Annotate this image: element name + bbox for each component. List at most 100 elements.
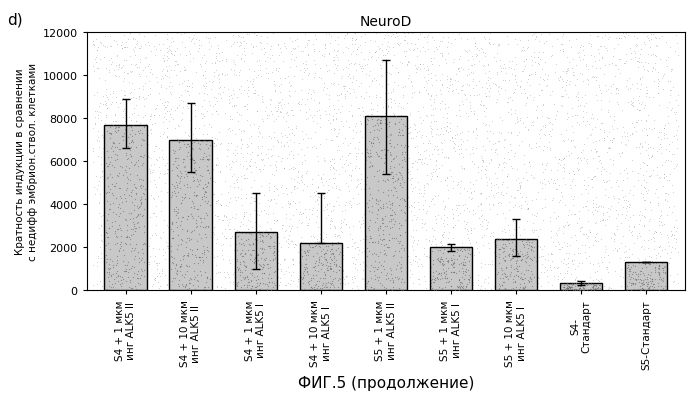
Point xyxy=(293,276,304,282)
Point xyxy=(137,241,148,248)
Point xyxy=(102,45,113,52)
Point xyxy=(587,64,598,70)
Point xyxy=(174,282,185,289)
Point xyxy=(547,259,558,265)
Point xyxy=(558,287,569,293)
Point xyxy=(178,183,190,189)
Point xyxy=(396,175,407,181)
Point xyxy=(424,254,435,261)
Point xyxy=(396,195,407,202)
Point xyxy=(506,259,517,266)
Point xyxy=(643,51,654,58)
Point xyxy=(530,107,541,114)
Point xyxy=(238,282,249,288)
Point xyxy=(166,51,177,57)
Point xyxy=(94,244,106,251)
Point xyxy=(104,268,115,275)
Point xyxy=(640,260,651,267)
Point xyxy=(392,274,403,280)
Point xyxy=(469,43,480,50)
Point xyxy=(591,283,602,290)
Point xyxy=(392,104,403,110)
Point xyxy=(172,166,183,173)
Point xyxy=(451,113,462,119)
Point xyxy=(447,269,458,275)
Point xyxy=(379,213,391,219)
Point xyxy=(402,126,414,133)
Point xyxy=(505,285,517,292)
Point xyxy=(90,114,101,121)
Point xyxy=(372,120,383,127)
Point xyxy=(347,260,358,266)
Point xyxy=(142,142,153,148)
Point xyxy=(504,233,515,239)
Point xyxy=(169,63,181,69)
Point xyxy=(458,218,470,225)
Point xyxy=(416,157,428,163)
Point xyxy=(150,33,161,39)
Point xyxy=(384,273,395,280)
Point xyxy=(397,176,408,183)
Point xyxy=(395,279,407,286)
Point xyxy=(495,191,506,198)
Point xyxy=(634,145,645,151)
Point xyxy=(390,178,401,185)
Point xyxy=(454,268,465,275)
Point xyxy=(386,143,397,150)
Point xyxy=(90,120,101,127)
Point xyxy=(174,123,185,130)
Point xyxy=(568,138,579,144)
Point xyxy=(120,266,132,273)
Point xyxy=(109,241,120,247)
Point xyxy=(122,45,133,51)
Point xyxy=(576,224,587,231)
Point xyxy=(193,206,204,213)
Point xyxy=(670,110,681,116)
Point xyxy=(559,284,570,291)
Point xyxy=(634,276,645,283)
Point xyxy=(118,57,130,64)
Point xyxy=(165,177,176,184)
Point xyxy=(503,227,514,233)
Point xyxy=(520,100,531,107)
Point xyxy=(120,45,131,51)
Point xyxy=(102,183,113,190)
Point xyxy=(139,197,150,203)
Point xyxy=(108,131,120,137)
Point xyxy=(666,232,678,238)
Point xyxy=(329,160,340,167)
Point xyxy=(315,177,326,183)
Point xyxy=(282,200,293,207)
Point xyxy=(360,157,372,164)
Point xyxy=(340,135,351,142)
Point xyxy=(322,206,333,213)
Point xyxy=(395,261,407,268)
Point xyxy=(260,227,272,233)
Point xyxy=(330,62,341,68)
Point xyxy=(494,251,505,258)
Point xyxy=(190,167,202,174)
Point xyxy=(138,154,149,161)
Point xyxy=(201,142,212,148)
Point xyxy=(109,230,120,236)
Point xyxy=(665,92,676,99)
Point xyxy=(618,177,629,184)
Point xyxy=(372,225,383,232)
Point xyxy=(125,236,136,243)
Point xyxy=(351,47,363,53)
Point xyxy=(94,278,106,285)
Point xyxy=(118,108,129,115)
Point xyxy=(542,72,554,79)
Point xyxy=(396,184,407,191)
Point xyxy=(406,175,417,182)
Point xyxy=(370,272,381,278)
Point xyxy=(106,131,117,138)
Point xyxy=(513,251,524,258)
Point xyxy=(172,210,183,217)
Point xyxy=(201,254,212,261)
Point xyxy=(384,231,395,238)
Point xyxy=(202,145,214,152)
Point xyxy=(657,183,668,190)
Point xyxy=(534,244,545,250)
Point xyxy=(396,231,407,238)
